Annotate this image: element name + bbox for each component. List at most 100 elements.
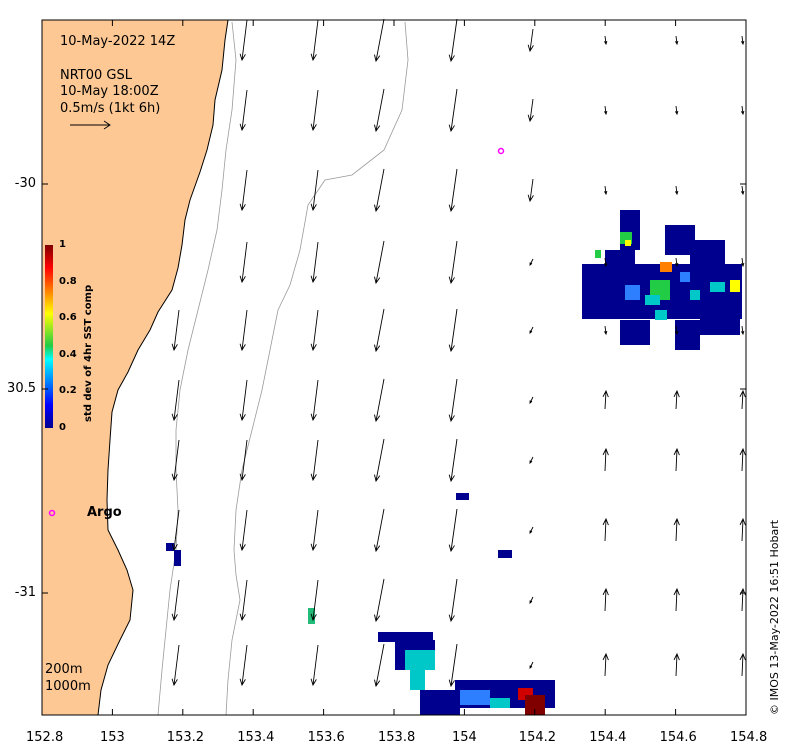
- x-tick-label: 154: [451, 730, 477, 745]
- current-vector-arrow: [374, 438, 385, 483]
- current-vector-arrow: [310, 169, 319, 212]
- current-vector-arrow: [448, 18, 458, 63]
- scale-arrow: [70, 120, 111, 130]
- credit-label: © IMOS 13-May-2022 16:51 Hobart: [768, 519, 781, 715]
- current-vector-arrow: [673, 447, 680, 472]
- current-vector-arrow: [239, 169, 248, 212]
- sst-cell: [710, 282, 725, 292]
- sst-cell: [680, 272, 690, 282]
- current-vector-arrow: [675, 325, 679, 336]
- x-tick-label: 154.4: [589, 730, 627, 745]
- current-vector-arrow: [739, 652, 746, 677]
- current-vector-arrow: [374, 378, 385, 423]
- sst-cell: [605, 250, 635, 280]
- current-vector-arrow: [448, 378, 458, 423]
- sst-std-dev-cells: [166, 210, 742, 715]
- current-vector-arrow: [673, 389, 680, 410]
- current-vector-arrow: [673, 517, 680, 542]
- sst-cell: [700, 300, 740, 335]
- current-vector-arrow: [171, 644, 180, 687]
- current-vector-arrow: [239, 309, 248, 352]
- current-vector-arrow: [310, 241, 319, 284]
- sst-cell: [625, 240, 631, 246]
- x-tick-label: 154.8: [730, 730, 768, 745]
- colorbar-label: std dev of 4hr SST comp: [83, 284, 94, 422]
- current-vector-arrow: [529, 258, 534, 266]
- axis-ticks: [41, 20, 747, 715]
- current-vector-arrow: [374, 88, 385, 133]
- current-vector-arrow: [675, 257, 679, 268]
- current-vector-arrow: [239, 379, 248, 422]
- argo-float-marker: [48, 509, 56, 517]
- map-date-label: 10-May-2022 14Z: [60, 34, 176, 49]
- current-vector-arrow: [529, 396, 534, 404]
- current-vector-arrow: [602, 389, 609, 410]
- sst-cell: [166, 543, 174, 551]
- current-vector-arrow: [374, 308, 385, 353]
- sst-cell: [645, 295, 660, 305]
- current-vector-arrow: [529, 661, 534, 669]
- current-vector-arrow: [604, 105, 608, 116]
- current-vector-arrow: [741, 257, 745, 268]
- current-vector-arrow: [675, 105, 679, 116]
- colorbar-tick-label: 0.6: [59, 312, 77, 324]
- current-vector-arrow: [310, 509, 319, 552]
- current-vector-arrow: [171, 509, 180, 552]
- current-vector-arrow: [374, 240, 385, 285]
- current-vector-arrow: [448, 643, 458, 688]
- current-vector-arrow: [741, 35, 745, 46]
- current-vector-arrow: [741, 325, 745, 336]
- current-vector-arrow: [239, 19, 248, 62]
- x-tick-label: 153.4: [237, 730, 275, 745]
- colorbar-tick-label: 0: [59, 422, 66, 433]
- current-vector-arrow: [675, 185, 679, 196]
- y-tick-label: -30: [14, 176, 36, 191]
- current-vector-arrow: [739, 389, 746, 410]
- colorbar-tick-label: 0.4: [59, 348, 77, 360]
- sst-cell: [620, 320, 650, 345]
- land-coastline: [41, 19, 229, 716]
- sst-cell: [675, 320, 700, 350]
- current-vector-arrow: [675, 35, 679, 46]
- current-vector-arrow: [374, 508, 385, 553]
- current-vector-arrow: [239, 644, 248, 687]
- current-vector-arrow: [604, 35, 608, 46]
- argo-label: Argo: [87, 505, 122, 520]
- current-vector-arrow: [527, 178, 534, 203]
- current-vector-arrow: [448, 438, 458, 483]
- current-vector-arrow: [739, 447, 746, 472]
- y-tick-label: -31: [14, 585, 36, 600]
- current-vector-arrow: [310, 309, 319, 352]
- y-tick-label: 30.5: [7, 381, 36, 396]
- current-vector-arrow: [602, 517, 609, 542]
- current-vector-arrow: [374, 643, 385, 688]
- current-vector-arrow: [604, 257, 608, 268]
- sst-cell: [420, 690, 460, 715]
- current-vector-arrow: [739, 517, 746, 542]
- sst-cell: [625, 285, 640, 300]
- product-label: NRT00 GSL: [60, 68, 132, 83]
- current-vector-arrow: [602, 587, 609, 612]
- scale-label: 0.5m/s (1kt 6h): [60, 101, 161, 116]
- x-tick-label: 153: [99, 730, 125, 745]
- sst-cell: [655, 310, 667, 320]
- current-vector-arrow: [239, 509, 248, 552]
- current-vector-arrow: [602, 447, 609, 472]
- current-vector-arrow: [374, 168, 385, 213]
- current-vector-arrow: [448, 508, 458, 553]
- current-vector-arrow: [171, 579, 180, 622]
- current-vector-arrow: [171, 379, 180, 422]
- sst-cell: [174, 550, 181, 566]
- x-tick-label: 152.8: [26, 730, 64, 745]
- sst-cell: [525, 695, 545, 715]
- sst-cell: [456, 493, 469, 500]
- sst-cell: [690, 240, 725, 270]
- current-vector-arrow: [310, 379, 319, 422]
- current-vector-arrow: [448, 88, 458, 133]
- bathymetry-contours: [157, 21, 409, 716]
- current-vector-arrow: [604, 325, 608, 336]
- x-tick-label: 153.6: [307, 730, 345, 745]
- colorbar-tick-label: 0.2: [59, 385, 77, 397]
- sst-cell: [660, 262, 672, 272]
- current-vector-arrow: [604, 185, 608, 196]
